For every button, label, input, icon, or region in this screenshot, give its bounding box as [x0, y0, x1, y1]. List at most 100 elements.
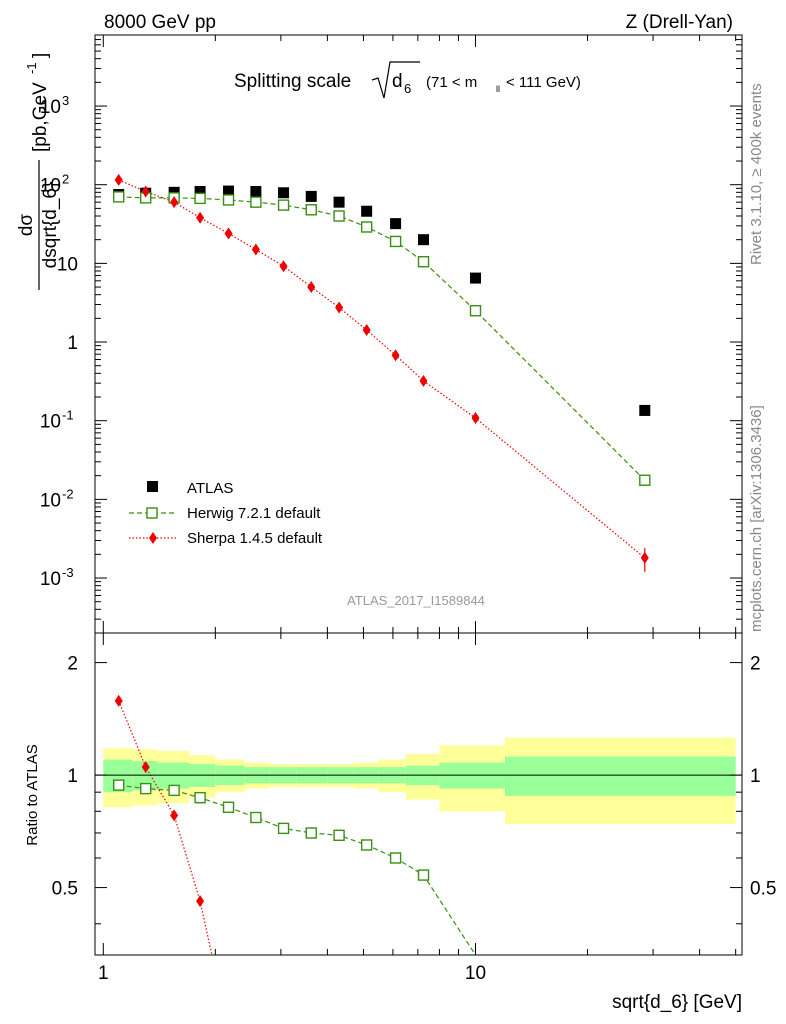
sherpa-point: [251, 243, 260, 256]
herwig-point: [639, 474, 651, 486]
band-inner-12: [439, 762, 505, 789]
y-tick-exp-1e3: 3: [62, 93, 69, 108]
title-main: Splitting scale: [234, 71, 351, 92]
sherpa-line: [118, 179, 646, 559]
band-inner-2: [157, 762, 190, 789]
herwig-point: [194, 192, 206, 205]
header-left: 8000 GeV pp: [104, 12, 216, 33]
y-tick-label-10: 10: [57, 254, 78, 275]
herwig-point: [277, 199, 290, 211]
ratio-herwig-point: [222, 801, 235, 813]
sherpa-point: [335, 301, 344, 314]
legend-atlas-label: ATLAS: [187, 480, 233, 497]
herwig-point: [112, 191, 125, 203]
ratio-herwig-point: [360, 839, 373, 851]
y-tick-exp-1e2: 2: [62, 172, 69, 187]
atlas-point: [469, 272, 481, 284]
title-cut-end: < 111 GeV): [506, 74, 581, 91]
y-tick-label-1e3: 10: [40, 97, 61, 118]
legend-sherpa-marker: [149, 532, 157, 544]
sherpa-point: [640, 551, 649, 564]
herwig-point: [417, 255, 430, 268]
sherpa-point: [196, 211, 205, 224]
herwig-point: [222, 194, 235, 206]
sherpa-point: [170, 196, 179, 209]
ratio-tick-labels: 0.5 1 2 0.5 1 2: [52, 654, 777, 900]
atlas-point: [639, 404, 651, 416]
y-tick-exp-1e-3: -3: [62, 565, 74, 580]
y-tick-label-1e-2: 10: [40, 490, 61, 511]
legend: ATLAS Herwig 7.2.1 default Sherpa 1.4.5 …: [129, 480, 323, 547]
sqrt-sign: [371, 61, 420, 99]
data-markers: [112, 173, 651, 564]
y-tick-label-1: 1: [67, 333, 78, 354]
ylabel-unit-exp: -1: [24, 62, 39, 74]
y-tick-exp-1e-2: -2: [62, 486, 74, 501]
ratio-tick-label-1: 1: [67, 766, 78, 787]
y-tick-label-1e2: 10: [40, 176, 61, 197]
ratio-sherpa-point: [196, 895, 205, 908]
ratio-sherpa-line: [118, 700, 213, 955]
y-tick-label-1e-3: 10: [40, 569, 61, 590]
atlas-point: [223, 185, 235, 197]
ratio-panel-frame: [94, 632, 743, 956]
legend-herwig-marker: [146, 507, 158, 519]
title-var: d: [392, 71, 403, 92]
ylabel-unit-end: ]: [30, 53, 51, 58]
herwig-point: [333, 210, 345, 222]
atlas-point: [390, 218, 402, 230]
plot-title: Splitting scale d 6 (71 < m ll < 111 GeV…: [234, 61, 581, 99]
atlas-point: [333, 196, 345, 208]
herwig-point: [250, 196, 262, 208]
x-tick-label-1: 1: [98, 963, 109, 984]
ylabel-ratio: Ratio to ATLAS: [24, 744, 41, 845]
ratio-sherpa-point: [170, 809, 179, 822]
band-inner-13: [504, 756, 736, 796]
ratio-sherpa-point: [114, 694, 123, 707]
sherpa-point: [307, 281, 316, 294]
rivet-label: Rivet 3.1.10, ≥ 400k events: [748, 83, 765, 265]
legend-sherpa-label: Sherpa 1.4.5 default: [187, 530, 323, 547]
ratio-herwig-point: [333, 829, 345, 841]
ratio-tick-label-right-1: 1: [750, 766, 761, 787]
ratio-herwig-point: [168, 784, 180, 797]
mcplots-label: mcplots.cern.ch [arXiv:1306.3436]: [748, 405, 765, 632]
header-right: Z (Drell-Yan): [626, 12, 733, 33]
ratio-tick-label-0.5: 0.5: [52, 879, 78, 900]
herwig-point: [389, 235, 402, 248]
sherpa-point: [224, 227, 233, 240]
herwig-point: [469, 305, 482, 317]
sherpa-point: [114, 173, 123, 186]
ratio-lines: [112, 694, 477, 955]
sherpa-point: [141, 185, 150, 198]
sherpa-point: [391, 349, 400, 362]
herwig-point: [360, 221, 373, 233]
atlas-point: [194, 185, 206, 197]
ylabel-denominator: dsqrt{d_6}: [40, 182, 61, 269]
y-tick-label-1e-1: 10: [40, 412, 61, 433]
ylabel-unit: [pb,GeV: [30, 82, 51, 152]
ratio-herwig-point: [305, 827, 317, 839]
ratio-herwig-point: [417, 869, 430, 881]
x-tick-label-10: 10: [465, 963, 486, 984]
ratio-herwig-point: [194, 791, 206, 804]
analysis-tag: ATLAS_2017_I1589844: [347, 593, 485, 608]
sherpa-point: [362, 324, 371, 337]
title-var-sub: 6: [404, 81, 411, 96]
atlas-point: [418, 234, 430, 246]
herwig-line: [118, 196, 646, 481]
ratio-herwig-point: [389, 852, 402, 864]
ratio-tick-label-2: 2: [67, 654, 78, 675]
ratio-herwig-point: [112, 779, 125, 791]
herwig-point: [305, 204, 317, 216]
atlas-point: [305, 190, 317, 202]
ratio-sherpa-point: [141, 761, 150, 774]
ratio-uncertainty-bands: [103, 737, 736, 824]
xlabel: sqrt{d_6} [GeV]: [612, 992, 742, 1013]
ratio-herwig-point: [140, 782, 152, 795]
sherpa-point: [279, 260, 288, 273]
ylabel-main: dσ dsqrt{d_6} [pb,GeV -1 ]: [16, 53, 61, 290]
atlas-point: [250, 185, 262, 197]
y-tick-labels: 10 -3 10 -2 10 -1 1 10 10 2 10 3: [40, 93, 78, 590]
